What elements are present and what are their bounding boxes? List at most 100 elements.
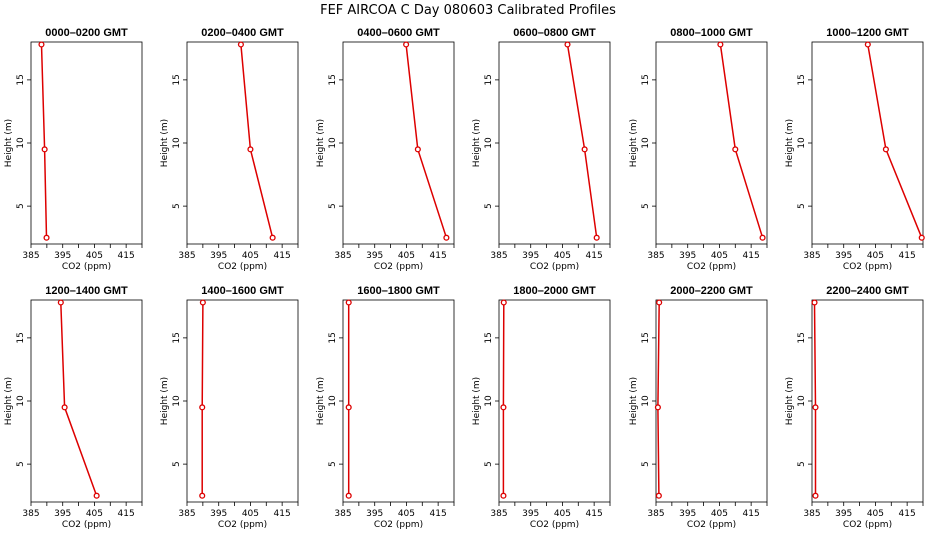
x-tick-label: 385 — [178, 509, 195, 519]
x-tick-label: 395 — [679, 251, 696, 261]
data-point — [717, 41, 724, 48]
data-point — [414, 146, 421, 153]
y-tick-label: 15 — [641, 332, 651, 343]
y-tick-label: 5 — [16, 461, 26, 467]
data-point — [237, 41, 244, 48]
data-point — [500, 404, 507, 411]
x-tick-label: 385 — [647, 251, 664, 261]
data-point — [593, 234, 600, 241]
x-tick-label: 415 — [586, 251, 603, 261]
panel-3: 0600–0800 GMT 385 395 405 415 5 10 15 CO2 (ppm) H… — [472, 27, 611, 272]
data-point — [199, 492, 206, 499]
y-tick-label: 10 — [16, 395, 26, 407]
x-tick-label: 405 — [867, 509, 884, 519]
panel-9: 1800–2000 GMT 385 395 405 415 5 10 15 CO2 (ppm) H… — [472, 285, 611, 530]
x-tick-label: 385 — [647, 509, 664, 519]
data-point — [403, 41, 410, 48]
x-axis-label: CO2 (ppm) — [374, 520, 423, 530]
y-tick-label: 15 — [328, 332, 338, 343]
x-tick-label: 385 — [334, 509, 351, 519]
data-point — [345, 299, 352, 306]
x-axis-label: CO2 (ppm) — [62, 262, 111, 272]
data-point — [199, 404, 206, 411]
x-tick-label: 395 — [210, 509, 227, 519]
x-tick-label: 405 — [711, 509, 728, 519]
x-tick-label: 415 — [743, 251, 760, 261]
panel-title: 2000–2200 GMT — [670, 285, 753, 297]
data-point — [41, 146, 48, 153]
plot-frame — [342, 299, 455, 503]
y-tick-label: 5 — [172, 461, 182, 467]
y-axis-label: Height (m) — [316, 377, 326, 425]
plot-frame — [811, 299, 924, 503]
y-tick-label: 15 — [797, 74, 807, 85]
plot-frame — [30, 41, 143, 245]
x-axis-label: CO2 (ppm) — [62, 520, 111, 530]
x-tick-label: 395 — [54, 251, 71, 261]
x-axis-label: CO2 (ppm) — [530, 262, 579, 272]
y-tick-label: 15 — [641, 74, 651, 85]
x-tick-label: 415 — [586, 509, 603, 519]
x-tick-label: 395 — [522, 509, 539, 519]
data-point — [759, 234, 766, 241]
y-tick-label: 5 — [641, 203, 651, 209]
x-tick-label: 405 — [867, 251, 884, 261]
y-tick-label: 5 — [484, 203, 494, 209]
data-point — [500, 299, 507, 306]
x-tick-label: 415 — [118, 509, 135, 519]
x-tick-label: 385 — [490, 509, 507, 519]
x-tick-label: 405 — [242, 509, 259, 519]
y-tick-label: 10 — [16, 137, 26, 149]
x-tick-label: 415 — [274, 509, 291, 519]
x-tick-label: 415 — [899, 251, 916, 261]
profile-line — [657, 302, 660, 496]
data-point — [564, 41, 571, 48]
panel-2: 0400–0600 GMT 385 395 405 415 5 10 15 CO2 (ppm) H… — [316, 27, 455, 272]
y-axis-label: Height (m) — [472, 119, 482, 167]
data-point — [61, 404, 68, 411]
y-axis-label: Height (m) — [785, 377, 795, 425]
data-point — [443, 234, 450, 241]
y-axis-label: Height (m) — [785, 119, 795, 167]
data-point — [500, 492, 507, 499]
x-tick-label: 385 — [334, 251, 351, 261]
x-tick-label: 395 — [522, 251, 539, 261]
y-tick-label: 5 — [641, 461, 651, 467]
x-tick-label: 395 — [210, 251, 227, 261]
panel-10: 2000–2200 GMT 385 395 405 415 5 10 15 CO2 (ppm) H… — [629, 285, 768, 530]
profile-line — [60, 302, 98, 496]
x-axis-label: CO2 (ppm) — [218, 520, 267, 530]
x-tick-label: 405 — [711, 251, 728, 261]
x-tick-label: 395 — [54, 509, 71, 519]
x-tick-label: 405 — [86, 509, 103, 519]
panel-4: 0800–1000 GMT 385 395 405 415 5 10 15 CO2 (ppm) H… — [629, 27, 768, 272]
y-tick-label: 10 — [328, 395, 338, 407]
y-tick-label: 10 — [641, 137, 651, 149]
x-tick-label: 385 — [22, 509, 39, 519]
profile-line — [719, 44, 764, 238]
y-tick-label: 15 — [797, 332, 807, 343]
y-axis-label: Height (m) — [629, 119, 639, 167]
x-axis-label: CO2 (ppm) — [218, 262, 267, 272]
x-tick-label: 415 — [274, 251, 291, 261]
x-tick-label: 405 — [242, 251, 259, 261]
panel-11: 2200–2400 GMT 385 395 405 415 5 10 15 CO2 (ppm) H… — [785, 285, 924, 530]
x-axis-label: CO2 (ppm) — [843, 520, 892, 530]
panel-7: 1400–1600 GMT 385 395 405 415 5 10 15 CO2 (ppm) H… — [160, 285, 299, 530]
panel-title: 0400–0600 GMT — [357, 27, 440, 39]
x-tick-label: 385 — [803, 509, 820, 519]
y-tick-label: 10 — [172, 137, 182, 149]
x-tick-label: 415 — [899, 509, 916, 519]
x-tick-label: 395 — [366, 509, 383, 519]
data-point — [43, 234, 50, 241]
y-axis-label: Height (m) — [316, 119, 326, 167]
y-tick-label: 15 — [172, 332, 182, 343]
panel-title: 1200–1400 GMT — [45, 285, 128, 297]
y-tick-label: 5 — [328, 461, 338, 467]
panel-title: 0200–0400 GMT — [201, 27, 284, 39]
x-tick-label: 395 — [835, 509, 852, 519]
data-point — [655, 492, 662, 499]
x-tick-label: 415 — [430, 509, 447, 519]
panel-title: 0000–0200 GMT — [45, 27, 128, 39]
